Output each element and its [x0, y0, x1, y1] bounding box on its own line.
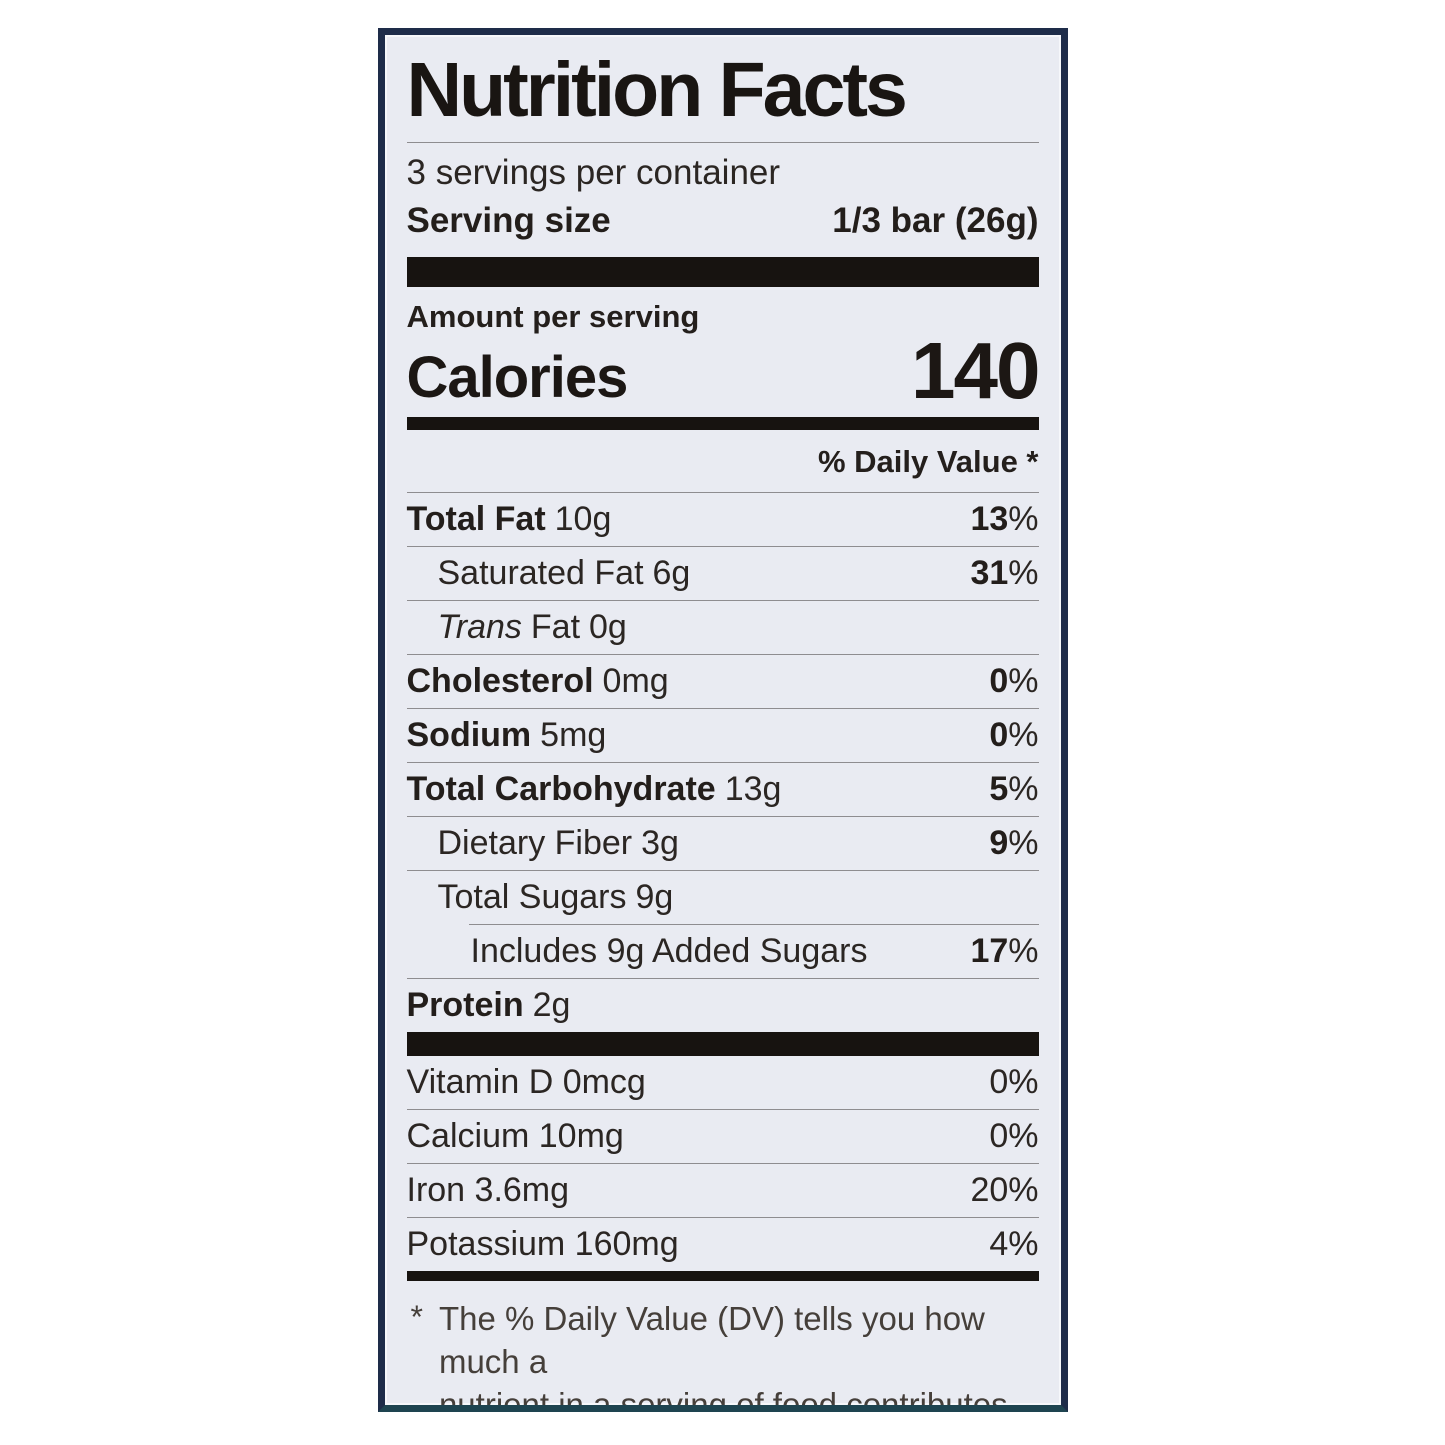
nutrition-facts-label: Nutrition Facts 3 servings per container…: [377, 28, 1068, 1412]
percent-sign: %: [1008, 715, 1039, 754]
percent-sign: %: [1008, 553, 1039, 592]
serving-size-row: Serving size 1/3 bar (26g): [407, 195, 1039, 257]
nutrient-row-dietary-fiber: Dietary Fiber 3g 9%: [407, 817, 1039, 870]
nutrient-row-added-sugars: Includes 9g Added Sugars 17%: [407, 925, 1039, 978]
nutrient-amount: 0g: [589, 607, 627, 646]
percent-sign: %: [1008, 769, 1039, 808]
divider: [406, 1216, 1039, 1218]
nutrient-name: Cholesterol: [406, 661, 594, 700]
servings-per-container: 3 servings per container: [406, 152, 781, 192]
serving-size-value: 1/3 bar (26g): [832, 200, 1039, 240]
amount-per-serving: Amount per serving: [406, 298, 700, 334]
nutrient-dv: 0: [989, 661, 1009, 700]
vitamin-dv: 20%: [970, 1170, 1039, 1209]
vitamin-text: Calcium 10mg: [406, 1116, 624, 1155]
nutrient-row-total-fat: Total Fat 10g 13%: [407, 493, 1039, 546]
section-bar-thick: [406, 1031, 1039, 1056]
nutrient-amount: 3g: [641, 823, 679, 862]
divider: [406, 977, 1039, 979]
nutrient-dv: 9: [989, 823, 1009, 862]
nutrient-name: Dietary Fiber: [437, 823, 633, 862]
nutrient-name: Saturated Fat: [437, 553, 644, 592]
vitamin-row-potassium: Potassium 160mg 4%: [407, 1218, 1039, 1271]
percent-sign: %: [1008, 499, 1039, 538]
section-bar-thin: [406, 1270, 1039, 1281]
footnote-line: nutrient in a serving of food contribute…: [438, 1385, 1008, 1412]
calories-label: Calories: [406, 344, 629, 410]
nutrient-dv: 31: [970, 553, 1009, 592]
percent-sign: %: [1008, 931, 1039, 970]
nutrient-row-saturated-fat: Saturated Fat 6g 31%: [407, 547, 1039, 600]
section-bar-xthick: [406, 256, 1039, 287]
nutrient-row-sodium: Sodium 5mg 0%: [407, 709, 1039, 762]
nutrient-dv: 17: [970, 931, 1009, 970]
calories-value: 140: [911, 325, 1040, 415]
calories-row: Calories 140: [406, 325, 1041, 417]
nutrient-name: Fat: [530, 607, 581, 646]
nutrient-amount: 9g: [635, 877, 674, 916]
nutrient-dv: 0: [989, 715, 1009, 754]
nutrient-name: Protein: [406, 985, 524, 1024]
vitamin-dv: 4%: [989, 1224, 1039, 1263]
vitamin-row-iron: Iron 3.6mg 20%: [407, 1164, 1039, 1217]
nutrient-name: Total Carbohydrate: [406, 769, 716, 808]
nutrient-row-trans-fat: Trans Fat 0g: [407, 601, 1039, 654]
label-title: Nutrition Facts: [406, 47, 908, 133]
divider: [406, 707, 1039, 709]
daily-value-header: % Daily Value *: [817, 443, 1039, 479]
nutrient-amount: 6g: [652, 553, 691, 592]
divider: [406, 599, 1039, 601]
section-bar-medium: [406, 416, 1039, 430]
nutrient-row-cholesterol: Cholesterol 0mg 0%: [407, 655, 1039, 708]
divider: [406, 1108, 1039, 1110]
nutrient-name: Total Fat: [406, 499, 546, 538]
nutrient-name: Includes 9g Added Sugars: [470, 931, 868, 970]
divider: [406, 141, 1039, 143]
nutrient-row-total-carbohydrate: Total Carbohydrate 13g 5%: [407, 763, 1039, 816]
nutrient-row-total-sugars: Total Sugars 9g: [407, 871, 1039, 924]
divider: [406, 653, 1039, 655]
vitamin-text: Potassium 160mg: [406, 1224, 679, 1263]
vitamin-dv: 0%: [989, 1062, 1039, 1101]
serving-size-label: Serving size: [406, 200, 611, 240]
percent-sign: %: [1008, 661, 1039, 700]
vitamin-row-vitamin-d: Vitamin D 0mcg 0%: [407, 1056, 1039, 1109]
percent-sign: %: [1008, 823, 1039, 862]
divider: [406, 815, 1039, 817]
divider: [406, 869, 1039, 871]
footnote-asterisk: *: [410, 1298, 423, 1335]
nutrient-name: Sodium: [406, 715, 532, 754]
nutrient-row-protein: Protein 2g: [407, 979, 1039, 1032]
vitamin-text: Iron 3.6mg: [406, 1170, 570, 1209]
divider: [406, 761, 1039, 763]
nutrient-amount: 0mg: [602, 661, 669, 700]
divider-inset: [468, 923, 1039, 925]
nutrient-dv: 5: [989, 769, 1009, 808]
divider: [406, 545, 1039, 547]
footnote: * The % Daily Value (DV) tells you how m…: [407, 1281, 1039, 1412]
nutrient-amount: 13g: [724, 769, 782, 808]
nutrient-name-italic: Trans: [437, 607, 522, 646]
nutrient-name: Total Sugars: [437, 877, 627, 916]
divider: [406, 1162, 1039, 1164]
nutrient-amount: 10g: [554, 499, 612, 538]
nutrient-amount: 2g: [532, 985, 571, 1024]
footnote-line: The % Daily Value (DV) tells you how muc…: [438, 1299, 985, 1380]
nutrient-dv: 13: [970, 499, 1009, 538]
nutrient-amount: 5mg: [540, 715, 607, 754]
vitamin-row-calcium: Calcium 10mg 0%: [407, 1110, 1039, 1163]
vitamin-dv: 0%: [989, 1116, 1039, 1155]
vitamin-text: Vitamin D 0mcg: [406, 1062, 646, 1101]
divider: [406, 491, 1039, 493]
